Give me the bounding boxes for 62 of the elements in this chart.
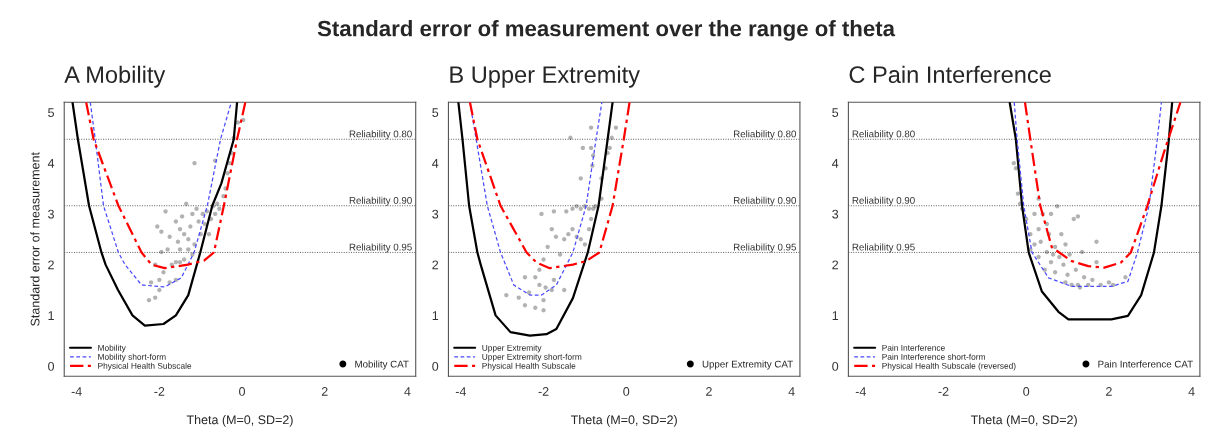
y-tick-label: 3 — [832, 209, 839, 219]
x-tick-label: 2 — [321, 387, 328, 396]
y-tick-label: 5 — [432, 108, 439, 118]
y-tick-label: 1 — [832, 311, 839, 320]
x-tick-label: 0 — [1023, 387, 1030, 396]
legend-label: Mobility short-form — [98, 353, 166, 362]
y-tick-label: 2 — [832, 260, 839, 270]
y-tick-label: 4 — [47, 159, 55, 168]
legend-label: Physical Health Subscale (reversed) — [882, 362, 1016, 371]
y-tick-label: 5 — [832, 108, 839, 118]
y-tick-label: 4 — [432, 159, 439, 168]
x-tick-label: -2 — [938, 387, 949, 396]
y-tick-label: 3 — [432, 209, 439, 219]
legend-label: Physical Health Subscale — [98, 362, 192, 371]
legend-label: Mobility — [98, 344, 126, 353]
y-tick-label: 2 — [432, 260, 439, 270]
y-tick-label: 3 — [48, 209, 54, 219]
legend-label: Upper Extremity — [482, 344, 542, 353]
x-axis-title: Theta (M=0, SD=2) — [970, 415, 1077, 427]
y-tick-label: 1 — [48, 311, 54, 320]
y-tick-label: 0 — [832, 361, 839, 371]
y-tick-label: 2 — [48, 260, 54, 270]
legend-label: Upper Extremity short-form — [482, 353, 582, 362]
legend-label: Pain Interference short-form — [882, 353, 985, 360]
ref-line-label: Reliability 0.95 — [852, 243, 915, 253]
y-axis-title: Standard error of measurement — [30, 152, 40, 326]
x-tick-label: 4 — [404, 387, 411, 396]
x-tick-label: 4 — [1188, 387, 1195, 396]
legend-label: Physical Health Subscale — [482, 362, 576, 371]
x-tick-label: 2 — [1106, 387, 1112, 396]
x-tick-label: -4 — [455, 387, 467, 396]
ref-line-label: Reliability 0.95 — [349, 243, 412, 253]
text: Standard error of measurement over the range of theta — [317, 20, 896, 41]
x-tick-label: -4 — [71, 387, 82, 396]
ref-line-label: Reliability 0.90 — [852, 196, 915, 206]
y-tick-label: 4 — [832, 159, 839, 168]
x-tick-label: -2 — [154, 387, 165, 396]
legend-label: Mobility CAT — [355, 360, 409, 370]
ref-line-label: Reliability 0.95 — [733, 243, 796, 253]
legend-label: Upper Extremity CAT — [702, 360, 793, 370]
x-tick-label: 4 — [788, 387, 795, 396]
x-axis-title: Theta (M=0, SD=2) — [570, 415, 677, 427]
x-tick-label: 0 — [623, 387, 630, 396]
x-axis-title: Theta (M=0, SD=2) — [186, 415, 293, 427]
ref-line-label: Reliability 0.90 — [733, 196, 797, 206]
x-tick-label: -2 — [538, 387, 549, 396]
ref-line-label: Reliability 0.80 — [733, 130, 797, 140]
x-tick-label: -4 — [855, 387, 866, 396]
chart-title: B Upper Extremity — [450, 65, 640, 88]
legend-label: Pain Interference — [882, 344, 945, 351]
y-tick-label: 1 — [432, 311, 439, 320]
legend-label: Pain Interference CAT — [1098, 360, 1193, 368]
chart-title: C Pain Interference — [849, 65, 1051, 84]
y-tick-label: 5 — [48, 108, 54, 118]
y-tick-label: 0 — [432, 361, 439, 371]
x-tick-label: 0 — [239, 387, 246, 396]
ref-line-label: Reliability 0.90 — [349, 196, 412, 206]
ref-line-label: Reliability 0.80 — [349, 130, 412, 140]
ref-line-label: Reliability 0.80 — [852, 130, 915, 140]
chart-title: A Mobility — [64, 65, 166, 88]
y-tick-label: 0 — [48, 361, 55, 371]
x-tick-label: 2 — [706, 387, 712, 396]
